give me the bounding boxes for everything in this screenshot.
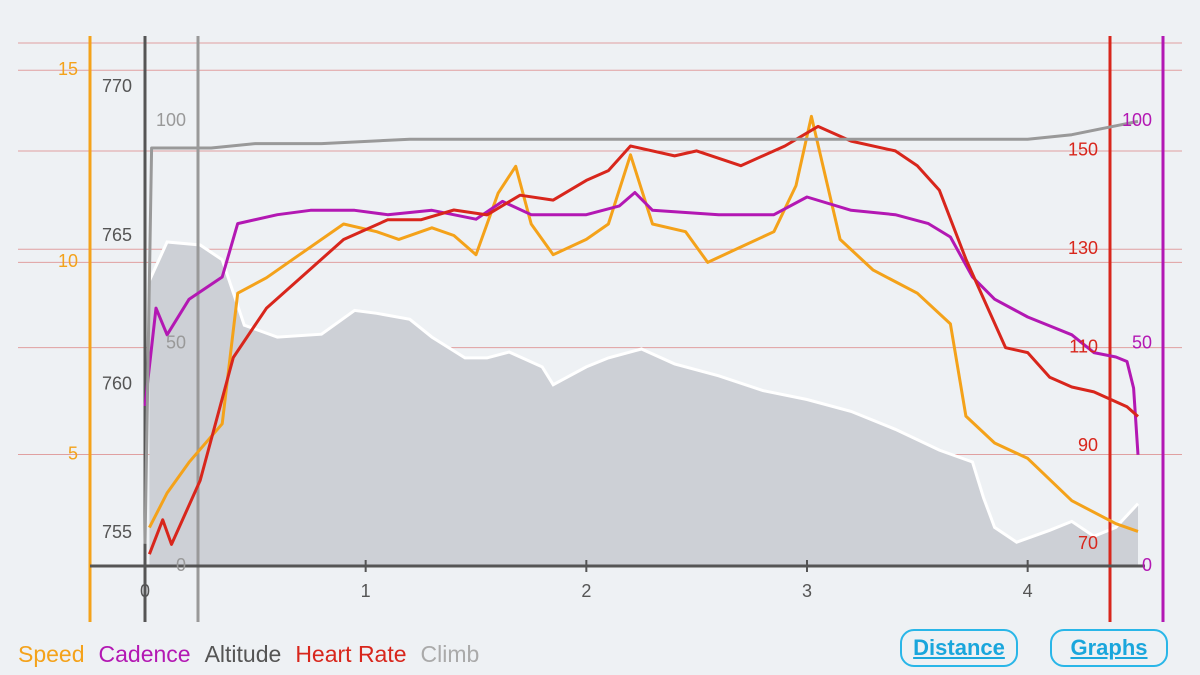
heart-rate-tick-label: 110 <box>1069 336 1098 356</box>
x-tick-label: 4 <box>1023 581 1033 601</box>
cadence-tick-label: 100 <box>1122 110 1152 130</box>
legend-speed: Speed <box>18 641 85 667</box>
legend-cadence: Cadence <box>98 641 191 667</box>
x-tick-label: 0 <box>140 581 150 601</box>
legend-heart-rate: Heart Rate <box>295 641 407 667</box>
series-climb <box>143 119 1139 544</box>
altitude-tick-label: 755 <box>102 522 132 542</box>
legend-climb: Climb <box>420 641 480 667</box>
altitude-area-fill <box>149 242 1138 566</box>
cadence-tick-label: 50 <box>1132 332 1152 352</box>
series-lines <box>143 114 1140 555</box>
climb-tick-label: 50 <box>166 332 186 352</box>
x-tick-label: 3 <box>802 581 812 601</box>
cadence-tick-label: 0 <box>1142 555 1152 575</box>
climb-tick-label: 100 <box>156 110 186 130</box>
legend: Speed Cadence Altitude Heart Rate Climb <box>18 640 479 670</box>
speed-tick-label: 10 <box>58 251 78 271</box>
speed-tick-label: 15 <box>58 59 78 79</box>
climb-tick-label: 0 <box>176 555 186 575</box>
distance-button[interactable]: Distance <box>900 629 1018 667</box>
legend-altitude: Altitude <box>204 641 282 667</box>
altitude-area <box>148 240 1140 566</box>
heart-rate-tick-label: 150 <box>1068 140 1098 160</box>
x-tick-label: 1 <box>361 581 371 601</box>
heart-rate-tick-label: 70 <box>1078 533 1098 553</box>
speed-tick-label: 5 <box>68 443 78 463</box>
altitude-tick-label: 770 <box>102 76 132 96</box>
altitude-outline <box>148 240 1140 544</box>
series-heart-rate <box>148 124 1139 555</box>
altitude-tick-label: 765 <box>102 225 132 245</box>
graphs-button[interactable]: Graphs <box>1050 629 1168 667</box>
series-cadence <box>143 191 1140 455</box>
altitude-tick-label: 760 <box>102 373 132 393</box>
series-speed <box>148 114 1139 533</box>
heart-rate-tick-label: 130 <box>1068 238 1098 258</box>
heart-rate-tick-label: 90 <box>1078 435 1098 455</box>
tick-labels: 0 1 2 3 4 5 10 15 755 760 765 770 0 50 100 70 90 110 130 15… <box>58 59 1152 601</box>
x-tick-label: 2 <box>581 581 591 601</box>
